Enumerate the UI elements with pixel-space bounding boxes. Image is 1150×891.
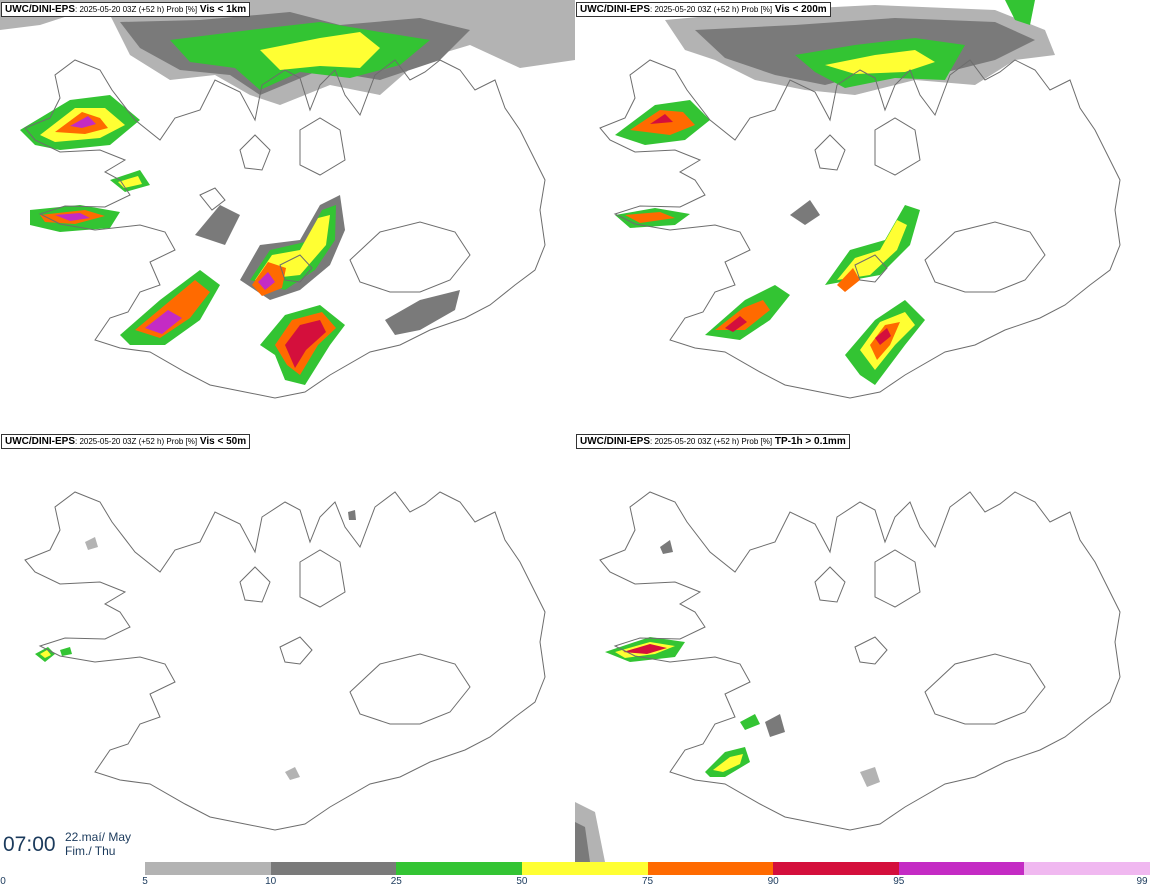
prob-shading xyxy=(0,0,575,385)
valid-date-line2: Fim./ Thu xyxy=(65,844,116,858)
valid-time-box: 07:00 22.maí/ May Fim./ Thu xyxy=(0,824,145,864)
legend-swatch xyxy=(270,862,397,875)
valid-time: 07:00 xyxy=(3,833,56,856)
iceland-coastline xyxy=(599,491,1121,831)
iceland-coastline xyxy=(24,491,546,831)
map-panel-tp-1h: UWC/DINI-EPS: 2025-05-20 03Z (+52 h) Pro… xyxy=(575,432,1150,862)
iceland-coastline xyxy=(599,59,1121,399)
legend-swatch xyxy=(647,862,774,875)
iceland-coastline xyxy=(24,59,546,399)
valid-date: 22.maí/ May Fim./ Thu xyxy=(65,830,131,858)
legend-tick-label: 0 xyxy=(0,876,6,887)
panel-title: UWC/DINI-EPS: 2025-05-20 03Z (+52 h) Pro… xyxy=(1,2,251,17)
legend-tick-label: 75 xyxy=(641,876,654,887)
legend-swatch xyxy=(396,862,522,875)
valid-date-line1: 22.maí/ May xyxy=(65,830,132,844)
legend-tick-label: 99 xyxy=(1136,876,1148,887)
map-panel-vis-200m: UWC/DINI-EPS: 2025-05-20 03Z (+52 h) Pro… xyxy=(575,0,1150,430)
prob-shading xyxy=(35,510,356,780)
panel-title: UWC/DINI-EPS: 2025-05-20 03Z (+52 h) Pro… xyxy=(576,434,850,449)
legend-swatch xyxy=(898,862,1025,875)
legend-swatch xyxy=(1024,862,1150,875)
legend-swatch xyxy=(773,862,899,875)
color-legend-ticks: 0 5 10 25 50 75 90 95 99 xyxy=(0,876,1150,891)
map-panel-vis-50m: UWC/DINI-EPS: 2025-05-20 03Z (+52 h) Pro… xyxy=(0,432,575,862)
legend-swatch xyxy=(521,862,648,875)
color-legend-bar xyxy=(145,862,1150,875)
legend-swatch xyxy=(145,862,271,875)
panel-title: UWC/DINI-EPS: 2025-05-20 03Z (+52 h) Pro… xyxy=(1,434,251,449)
map-panel-vis-1km: UWC/DINI-EPS: 2025-05-20 03Z (+52 h) Pro… xyxy=(0,0,575,430)
panel-title: UWC/DINI-EPS: 2025-05-20 03Z (+52 h) Pro… xyxy=(576,2,831,17)
legend-tick-label: 90 xyxy=(767,876,779,887)
legend-tick-label: 5 xyxy=(142,876,148,887)
prob-shading xyxy=(615,0,1055,385)
legend-tick-label: 10 xyxy=(265,876,277,887)
legend-tick-label: 95 xyxy=(893,876,905,887)
legend-tick-label: 50 xyxy=(516,876,528,887)
legend-tick-label: 25 xyxy=(390,876,402,887)
